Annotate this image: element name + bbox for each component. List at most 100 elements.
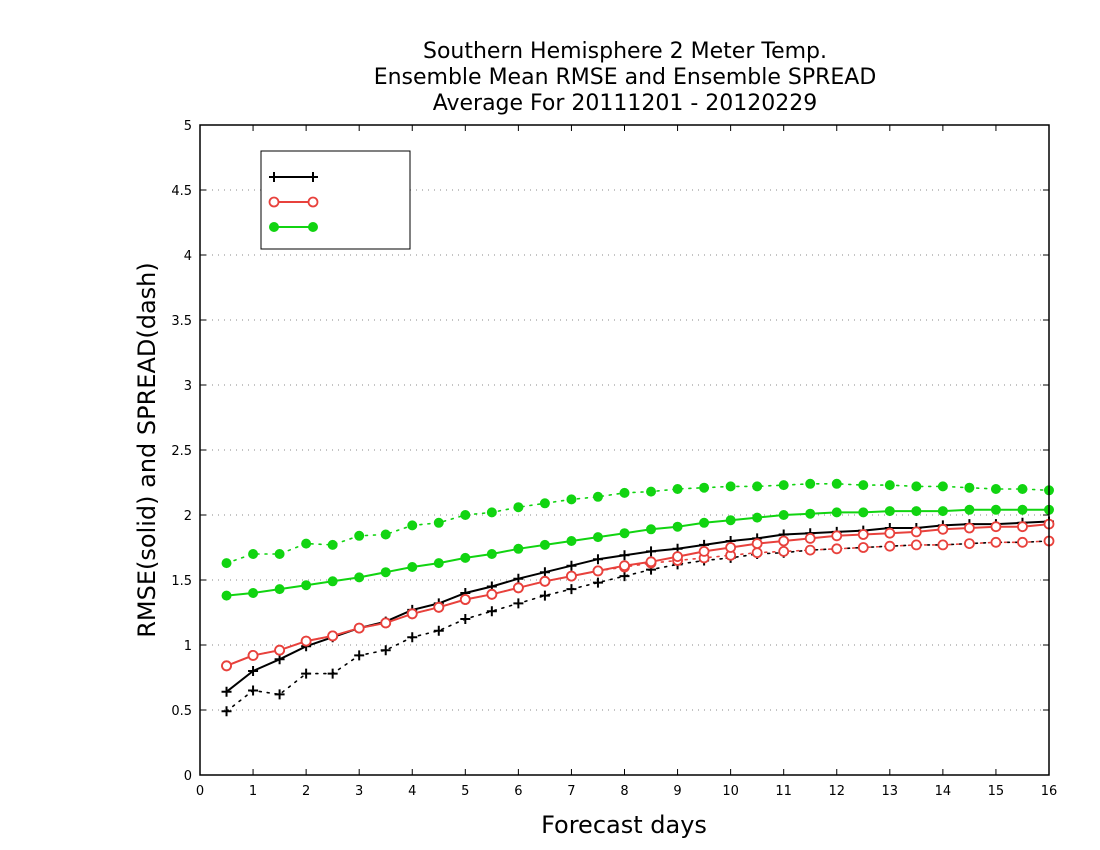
series-2-rmse-point: [486, 588, 498, 600]
y-tick-label: 0: [184, 769, 192, 784]
series-3-spread-point: [672, 484, 683, 494]
x-tick-label: 7: [567, 784, 575, 799]
series-2-rmse-point: [884, 527, 896, 539]
series-3-spread-point: [1017, 484, 1028, 494]
series-1-spread-point: [380, 645, 391, 656]
series-3-rmse-point: [619, 528, 630, 539]
series-1-spread-point: [327, 668, 338, 679]
series-2-rmse-point: [778, 535, 790, 547]
x-tick-label: 3: [355, 784, 363, 799]
series-1-spread-point: [274, 689, 285, 700]
series-2-rmse-point: [831, 530, 843, 542]
series-3-rmse-point: [778, 510, 789, 520]
x-tick-label: 0: [196, 784, 204, 799]
x-axis-title: Forecast days: [541, 811, 707, 839]
series-2-rmse-point: [592, 565, 604, 577]
series-1-spread-point: [486, 606, 497, 617]
series-3-rmse-point: [805, 508, 816, 519]
legend-marker: [269, 222, 279, 232]
series-3-rmse-point: [699, 517, 710, 528]
series-3-spread-point: [354, 530, 365, 541]
series-2-spread-point: [778, 546, 790, 557]
series-3-rmse-point: [831, 507, 842, 518]
series-1-spread-point: [354, 650, 365, 661]
series-2-rmse-point: [645, 556, 657, 568]
series-1-spread-point: [221, 706, 232, 717]
x-tick-label: 11: [775, 784, 792, 799]
plot-series: [221, 478, 1055, 717]
series-2-rmse-point: [353, 622, 365, 634]
series-1-spread-point: [301, 668, 312, 679]
series-3-rmse-point: [990, 504, 1001, 515]
series-2-rmse-point: [964, 522, 975, 534]
series-3-spread-point: [778, 480, 789, 491]
series-2-rmse-point: [433, 601, 445, 613]
series-3-spread-point: [513, 502, 524, 513]
series-2-spread-point: [964, 538, 975, 549]
series-2-spread-point: [857, 542, 869, 553]
legend-item-1: [269, 172, 318, 182]
series-3-spread-point: [858, 480, 869, 491]
series-3-spread-point: [221, 558, 232, 569]
series-1-rmse-point: [646, 546, 657, 557]
series-2-rmse-point: [300, 635, 312, 647]
legend-item-3: [269, 222, 318, 232]
series-1-spread-point: [539, 590, 550, 601]
series-3-spread-point: [301, 538, 312, 549]
series-3-rmse-point: [433, 558, 444, 569]
series-1-rmse-point: [248, 666, 259, 676]
series-2-spread-point: [884, 540, 896, 552]
series-2-rmse-point: [327, 630, 339, 642]
series-2-rmse-point: [619, 560, 630, 572]
series-2-rmse-point: [247, 650, 259, 661]
series-2-rmse-point: [406, 608, 418, 620]
x-tick-label: 8: [620, 784, 628, 799]
series-2-spread-point: [1017, 536, 1028, 548]
series-3-rmse-point: [672, 521, 683, 532]
legend: [260, 150, 411, 250]
series-1-spread-point: [433, 625, 444, 636]
y-tick-label: 1.5: [171, 574, 192, 589]
y-axis-title: RMSE(solid) and SPREAD(dash): [133, 262, 161, 638]
series-2-rmse-point: [937, 523, 949, 535]
y-tick-label: 2: [184, 509, 192, 524]
x-tick-label: 10: [722, 784, 739, 799]
series-3-rmse-point: [380, 567, 391, 578]
chart-title-line-2: Ensemble Mean RMSE and Ensemble SPREAD: [374, 65, 877, 90]
series-2-rmse-point: [751, 538, 763, 549]
series-3-spread-point: [380, 529, 391, 540]
series-3-spread-point: [486, 507, 497, 518]
series-3-rmse-point: [566, 536, 577, 546]
x-tick-label: 14: [935, 784, 952, 799]
series-2-rmse-point: [910, 526, 922, 538]
series-2-rmse-point: [512, 582, 524, 594]
y-tick-label: 3: [184, 379, 192, 394]
chart-title-line-3: Average For 20111201 - 20120229: [433, 91, 818, 116]
series-3-spread-point: [566, 494, 577, 505]
series-1-rmse-point: [592, 554, 603, 565]
legend-marker: [307, 196, 319, 208]
y-tick-label: 0.5: [171, 704, 192, 719]
series-3-rmse-point: [937, 506, 948, 517]
x-tick-label: 15: [988, 784, 1005, 799]
legend-marker: [269, 172, 279, 182]
series-3-spread-point: [725, 481, 736, 492]
y-tick-label: 2.5: [171, 444, 192, 459]
series-1-spread-point: [248, 685, 259, 696]
series-3-spread-point: [592, 491, 603, 502]
axes: 00.511.522.533.544.550 1 2 3 4 5 6 7 8 9 10 11 12 13 1…: [171, 119, 1057, 799]
series-3-spread-point: [539, 498, 550, 509]
series-3-rmse-point: [646, 524, 657, 535]
series-3-spread-point: [699, 482, 710, 493]
series-1-rmse-point: [566, 560, 577, 571]
series-3-spread-point: [831, 478, 842, 489]
series-1-spread-point: [460, 614, 471, 624]
series-1-rmse-point: [274, 654, 285, 665]
series-3-rmse-point: [725, 515, 736, 526]
series-2-spread-line: [225, 540, 1050, 667]
series-3-spread-point: [274, 549, 285, 559]
series-3-rmse-point: [592, 532, 603, 543]
x-tick-label: 16: [1041, 784, 1058, 799]
y-tick-label: 3.5: [171, 314, 192, 329]
